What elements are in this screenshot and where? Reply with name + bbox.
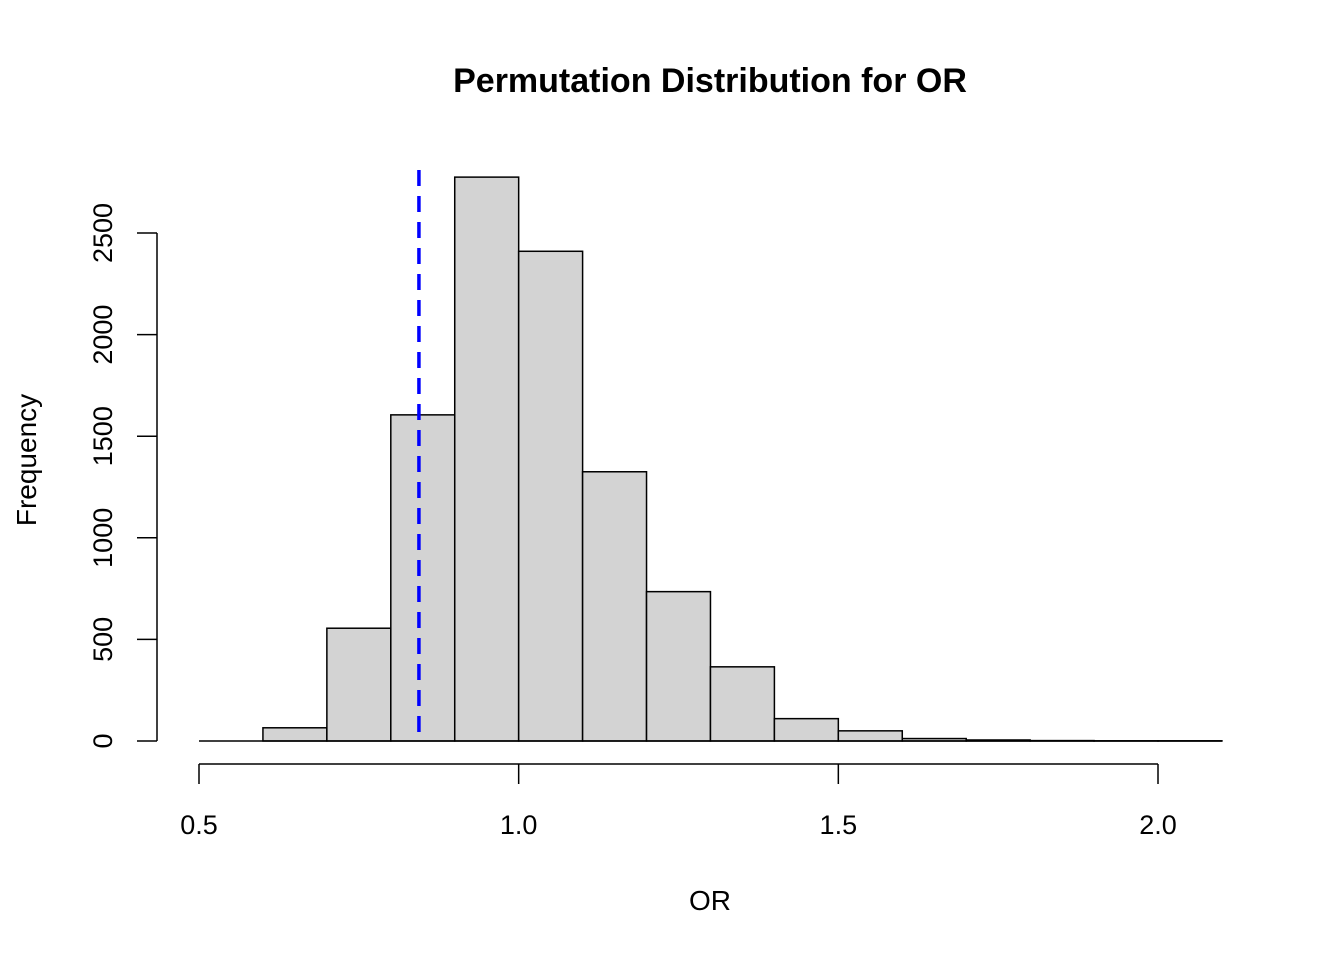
- y-axis-label: Frequency: [11, 394, 42, 526]
- x-axis-label: OR: [689, 885, 731, 916]
- y-tick-label: 2000: [88, 305, 118, 365]
- histogram-bar: [455, 177, 519, 741]
- histogram-bar: [583, 472, 647, 741]
- y-tick-label: 0: [88, 733, 118, 748]
- bars-group: [263, 177, 1222, 741]
- histogram-bar: [391, 415, 455, 741]
- histogram-bar: [838, 731, 902, 741]
- histogram-bar: [710, 667, 774, 741]
- y-tick-label: 1000: [88, 508, 118, 568]
- y-axis: 0 500 1000 1500 2000 2500: [88, 203, 157, 749]
- chart-title: Permutation Distribution for OR: [453, 62, 967, 100]
- y-tick-label: 500: [88, 617, 118, 662]
- y-tick-label: 1500: [88, 406, 118, 466]
- x-tick-label: 1.0: [500, 810, 538, 840]
- histogram-bar: [774, 719, 838, 741]
- histogram-bar: [519, 251, 583, 741]
- x-tick-label: 0.5: [180, 810, 218, 840]
- x-axis: 0.5 1.0 1.5 2.0: [180, 764, 1177, 840]
- histogram-bar: [263, 728, 327, 741]
- histogram-bar: [327, 628, 391, 741]
- histogram-bar: [647, 592, 711, 741]
- x-tick-label: 1.5: [820, 810, 858, 840]
- x-tick-label: 2.0: [1139, 810, 1177, 840]
- y-tick-label: 2500: [88, 203, 118, 263]
